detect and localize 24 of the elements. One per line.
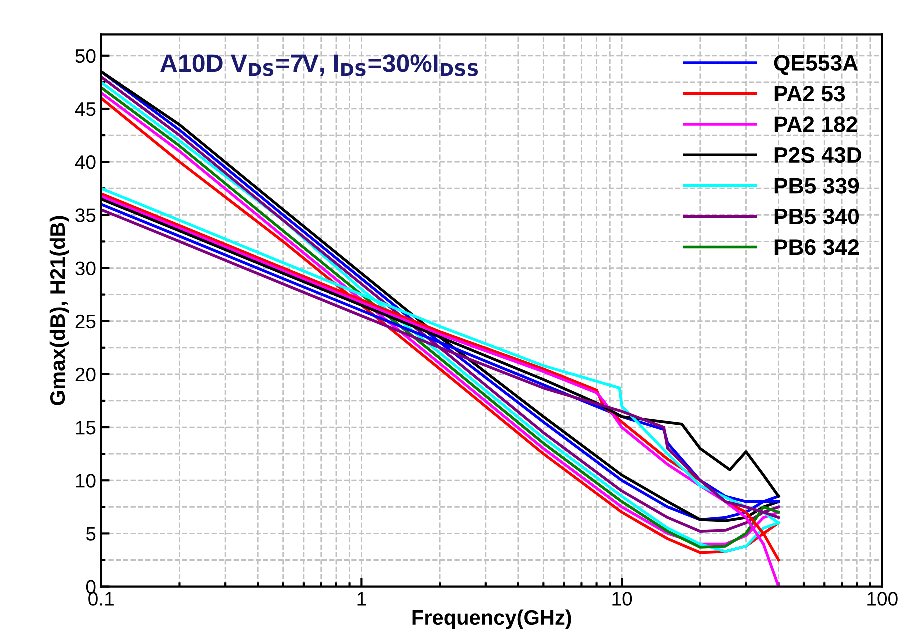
y-tick-label: 50 — [76, 49, 96, 64]
y-tick-label: 35 — [76, 208, 96, 222]
y-axis-title: Gmax(dB), H21(dB) — [50, 216, 70, 406]
y-tick-label: 45 — [75, 102, 96, 116]
y-tick-label: 10 — [76, 474, 96, 488]
x-axis-title: Frequency(GHz) — [412, 610, 572, 630]
legend-label: PB5 340 — [774, 208, 860, 225]
y-tick-label: 30 — [76, 262, 96, 276]
y-tick-label: 25 — [76, 314, 96, 329]
y-tick-label: 40 — [75, 156, 96, 170]
legend-label: PB5 339 — [774, 178, 860, 194]
x-tick-label: 1 — [358, 592, 366, 606]
x-tick-label: 100 — [868, 592, 898, 606]
legend-label: P2S 43D — [774, 147, 862, 164]
text: A10D V$_{DS}$=7V, I$_{DS}$=30%I$_{DSS}$ — [160, 54, 478, 76]
y-tick-label: 5 — [86, 527, 96, 541]
y-tick-label: 20 — [76, 368, 96, 382]
x-tick-label: 0.1 — [88, 592, 114, 606]
y-tick-label: 15 — [76, 421, 96, 435]
x-tick-label: 10 — [612, 592, 632, 606]
legend-label: PA2 182 — [774, 116, 858, 132]
legend-label: PA2 53 — [774, 86, 846, 102]
legend-label: PB6 342 — [774, 240, 860, 256]
legend-label: QE553A — [774, 55, 858, 76]
